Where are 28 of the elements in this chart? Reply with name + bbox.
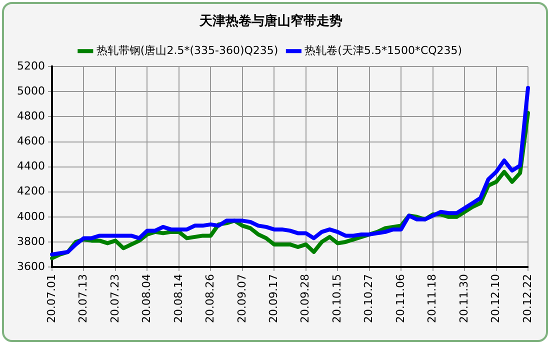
y-tick-label: 3600 [16, 260, 45, 273]
x-tick-label: 20.07.01 [44, 274, 58, 323]
y-tick-label: 4200 [16, 184, 45, 198]
x-tick-label: 20.11.30 [457, 274, 470, 323]
x-tick-label: 20.07.13 [76, 274, 90, 323]
chart-title: 天津热卷与唐山窄带走势 [198, 13, 342, 30]
x-tick-label: 20.08.14 [172, 274, 185, 323]
y-tick-label: 5200 [16, 59, 45, 72]
x-tick-label: 20.11.18 [426, 274, 439, 323]
y-tick-label: 4600 [16, 134, 45, 148]
y-tick-label: 4400 [16, 160, 45, 173]
y-tick-label: 5000 [16, 84, 45, 98]
y-tick-label: 3800 [16, 234, 45, 248]
y-tick-label: 4800 [16, 110, 45, 123]
x-tick-label: 20.10.27 [362, 274, 376, 323]
x-tick-label: 20.10.15 [330, 274, 344, 323]
x-tick-label: 20.09.07 [235, 274, 248, 323]
x-tick-label: 20.11.06 [394, 274, 407, 323]
x-tick-label: 20.08.26 [204, 274, 217, 323]
x-tick-label: 20.09.28 [298, 274, 312, 323]
x-tick-label: 20.12.10 [489, 274, 502, 323]
y-tick-label: 4000 [16, 210, 45, 223]
x-tick-label: 20.09.17 [266, 274, 280, 323]
x-tick-label: 20.12.22 [520, 274, 534, 323]
x-tick-label: 20.08.04 [140, 274, 154, 323]
legend-label: 热轧卷(天津5.5*1500*CQ235) [304, 44, 462, 57]
legend-label: 热轧带钢(唐山2.5*(335-360)Q235) [96, 44, 278, 57]
x-tick-label: 20.07.23 [108, 274, 122, 323]
